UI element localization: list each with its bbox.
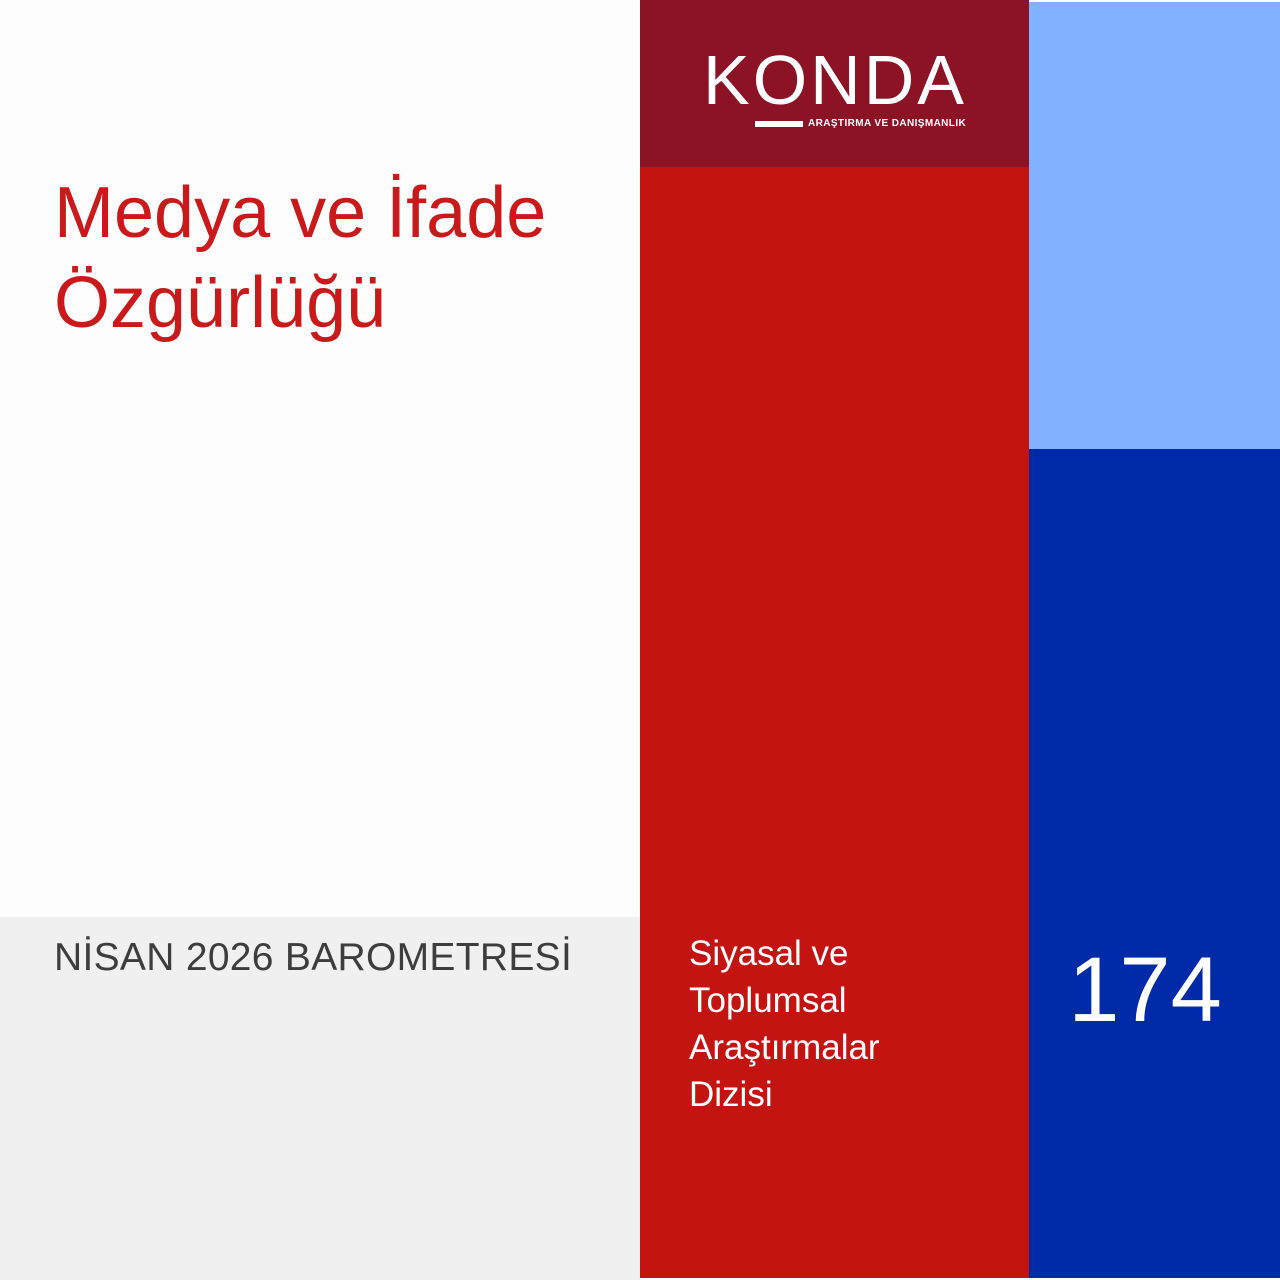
cover-footer-panel <box>0 917 640 1280</box>
accent-panel-light-blue <box>1029 2 1280 449</box>
series-panel <box>640 167 1029 1278</box>
issue-panel <box>1029 449 1280 1278</box>
series-name: Siyasal ve Toplumsal Araştırmalar Dizisi <box>689 930 1009 1118</box>
logo-panel <box>640 0 1029 167</box>
series-line-1: Siyasal ve <box>689 934 849 973</box>
title-line-2: Özgürlüğü <box>54 263 387 343</box>
logo-tagline: ARAŞTIRMA VE DANIŞMANLIK <box>808 118 967 129</box>
title-line-1: Medya ve İfade <box>54 173 547 253</box>
issue-number: 174 <box>1068 939 1222 1041</box>
barometer-label: NİSAN 2026 BAROMETRESİ <box>54 936 573 979</box>
series-line-3: Araştırmalar <box>689 1028 880 1067</box>
page-title: Medya ve İfade Özgürlüğü <box>54 168 624 348</box>
logo-underline-bar <box>755 121 803 127</box>
konda-logo: KONDA <box>703 41 967 119</box>
series-line-2: Toplumsal <box>689 981 847 1020</box>
series-line-4: Dizisi <box>689 1075 773 1114</box>
cover-title-panel <box>0 0 640 917</box>
